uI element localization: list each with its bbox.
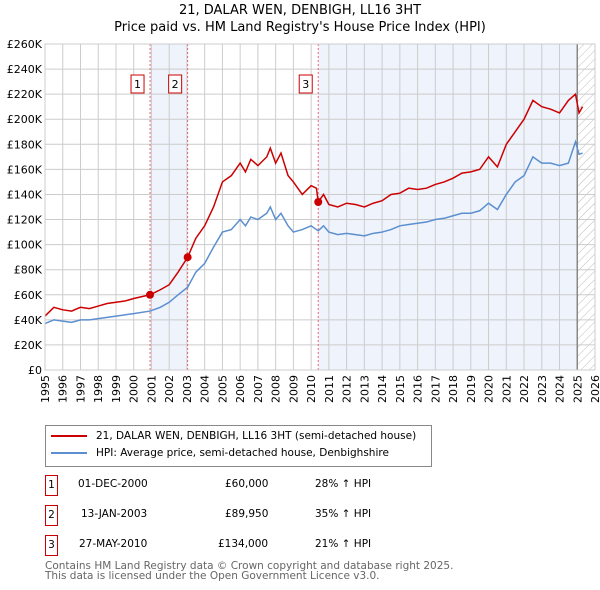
x-tick-label: 2005 <box>216 375 229 403</box>
transaction-hpi: 28% ↑ HPI <box>315 478 372 490</box>
x-tick-label: 2004 <box>199 375 212 403</box>
transaction-hpi: 21% ↑ HPI <box>315 538 372 550</box>
marker-badge: 2 <box>45 505 58 526</box>
transaction-row: 2 13-JAN-2003 £89,950 35% ↑ HPI <box>45 505 445 526</box>
y-tick-label: £140K <box>7 188 43 201</box>
x-tick-label: 2025 <box>571 375 584 403</box>
x-tick-label: 2009 <box>287 375 300 403</box>
transaction-marker-box <box>168 74 183 94</box>
x-tick-label: 2001 <box>145 375 158 403</box>
transaction-marker-label: 3 <box>302 78 309 91</box>
transaction-point <box>146 290 155 299</box>
y-tick-label: £40K <box>14 314 43 327</box>
x-tick-label: 2024 <box>554 375 567 403</box>
x-tick-label: 2018 <box>447 375 460 403</box>
y-tick-label: £20K <box>14 339 43 352</box>
transaction-price: £60,000 <box>225 478 269 490</box>
transaction-price: £134,000 <box>218 538 269 550</box>
transaction-price: £89,950 <box>225 508 269 520</box>
legend-item-hpi: HPI: Average price, semi-detached house,… <box>51 447 389 459</box>
marker-badge: 3 <box>45 535 58 556</box>
x-tick-label: 2014 <box>376 375 389 403</box>
x-tick-label: 2002 <box>163 375 176 403</box>
x-tick-label: 2003 <box>181 375 194 403</box>
y-tick-label: £160K <box>7 163 43 176</box>
footer-licence: This data is licensed under the Open Gov… <box>45 570 380 582</box>
footer: Contains HM Land Registry data © Crown c… <box>45 560 454 582</box>
y-tick-label: £0 <box>28 364 42 377</box>
plot-frame <box>44 43 596 371</box>
x-tick-label: 1999 <box>110 375 123 403</box>
transaction-marker-box <box>130 74 145 94</box>
x-tick-label: 2006 <box>234 375 247 403</box>
legend-label: 21, DALAR WEN, DENBIGH, LL16 3HT (semi-d… <box>96 430 417 442</box>
legend-item-property: 21, DALAR WEN, DENBIGH, LL16 3HT (semi-d… <box>51 430 416 442</box>
x-tick-label: 2026 <box>589 375 600 403</box>
x-tick-label: 1998 <box>92 375 105 403</box>
transaction-row: 3 27-MAY-2010 £134,000 21% ↑ HPI <box>45 535 445 556</box>
y-tick-label: £240K <box>7 63 43 76</box>
x-tick-label: 2022 <box>518 375 531 403</box>
y-tick-label: £260K <box>7 38 43 51</box>
price-chart: 1995 1996 1997 1998 1999 2000 2001 2002 2003 2004… <box>7 38 600 403</box>
legend-label: HPI: Average price, semi-detached house,… <box>96 447 389 459</box>
x-tick-label: 2023 <box>536 375 549 403</box>
x-tick-label: 1996 <box>57 375 70 403</box>
transaction-marker-label: 1 <box>134 78 141 91</box>
x-tick-label: 2019 <box>465 375 478 403</box>
x-tick-label: 2020 <box>483 375 496 403</box>
y-tick-label: £120K <box>7 214 43 227</box>
x-tick-label: 2012 <box>341 375 354 403</box>
y-tick-label: £80K <box>14 264 43 277</box>
transaction-marker-label: 2 <box>172 78 179 91</box>
footer-copyright: Contains HM Land Registry data © Crown c… <box>45 560 454 572</box>
marker-badge: 1 <box>45 475 58 496</box>
transaction-date: 27-MAY-2010 <box>79 538 148 550</box>
transaction-point <box>314 197 323 206</box>
ownership-shade <box>318 44 578 370</box>
x-tick-label: 2015 <box>394 375 407 403</box>
x-tick-label: 2010 <box>305 375 318 403</box>
transaction-date: 13-JAN-2003 <box>81 508 148 520</box>
x-tick-label: 2000 <box>128 375 141 403</box>
transaction-marker-box <box>298 74 313 94</box>
x-tick-label: 2007 <box>252 375 265 403</box>
forecast-hatch <box>577 44 595 370</box>
hpi-line <box>44 139 583 325</box>
y-tick-label: £100K <box>7 239 43 252</box>
y-tick-label: £200K <box>7 113 43 126</box>
legend: 21, DALAR WEN, DENBIGH, LL16 3HT (semi-d… <box>45 425 432 467</box>
x-tick-label: 2017 <box>429 375 442 403</box>
x-tick-label: 2016 <box>412 375 425 403</box>
transaction-point <box>183 253 192 262</box>
y-tick-label: £220K <box>7 88 43 101</box>
x-tick-label: 2011 <box>323 375 336 403</box>
transaction-date: 01-DEC-2000 <box>78 478 148 490</box>
x-tick-label: 2013 <box>358 375 371 403</box>
x-tick-label: 1995 <box>39 375 52 403</box>
chart-subtitle: Price paid vs. HM Land Registry's House … <box>114 20 486 35</box>
transaction-row: 1 01-DEC-2000 £60,000 28% ↑ HPI <box>45 475 445 496</box>
y-tick-label: £60K <box>14 289 43 302</box>
x-tick-label: 2021 <box>500 375 513 403</box>
chart-title: 21, DALAR WEN, DENBIGH, LL16 3HT <box>178 3 422 18</box>
x-tick-label: 2008 <box>270 375 283 403</box>
transaction-hpi: 35% ↑ HPI <box>315 508 372 520</box>
y-tick-label: £180K <box>7 138 43 151</box>
x-tick-label: 1997 <box>74 375 87 403</box>
